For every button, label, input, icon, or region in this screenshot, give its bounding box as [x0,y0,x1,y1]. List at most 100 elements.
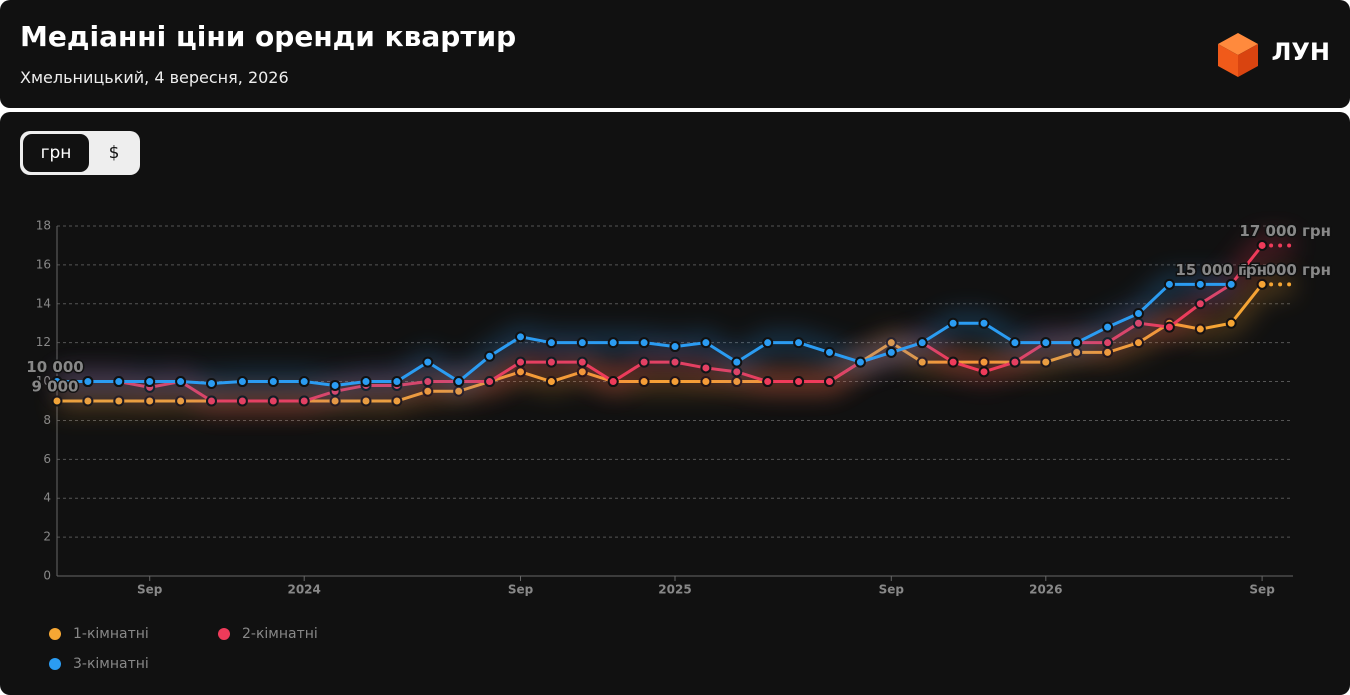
point [422,356,434,368]
point [422,376,434,388]
x-tick-label: Sep [1249,583,1275,597]
point [1040,356,1052,368]
point [1225,317,1237,329]
point [762,376,774,388]
y-tick-label: 0 [43,569,51,583]
point [1102,321,1114,333]
logo-icon [1218,33,1258,77]
point [236,376,248,388]
point [1256,239,1268,251]
legend-label: 1-кімнатні [73,626,149,642]
currency-toggle: грн $ [20,131,140,175]
point [947,317,959,329]
point [700,337,712,349]
legend-marker [49,628,61,640]
y-tick-label: 6 [43,452,51,466]
legend-marker [49,658,61,670]
point [82,395,94,407]
y-tick-label: 8 [43,413,51,427]
point [1163,278,1175,290]
toggle-uah[interactable]: грн [23,134,89,172]
title: Медіанні ціни оренди квартир [20,20,517,53]
value-label: 15 000 грн [1175,261,1267,279]
point [793,376,805,388]
x-tick-label: Sep [508,583,534,597]
point [885,346,897,358]
point [175,395,187,407]
y-tick-label: 12 [36,335,51,349]
point [113,395,125,407]
point [793,337,805,349]
value-label: 17 000 грн [1239,222,1331,240]
point [1133,337,1144,349]
point [1194,278,1206,290]
point [638,376,650,388]
point [576,337,588,349]
point [669,341,681,353]
y-tick-label: 2 [43,530,51,544]
point [978,366,990,378]
point [360,395,372,407]
point [978,317,990,329]
point [515,331,526,343]
point [484,350,496,362]
point [854,356,866,368]
point [175,376,187,388]
point [947,356,959,368]
legend-label: 2-кімнатні [242,626,318,642]
point [545,337,557,349]
point [916,337,928,349]
point [1071,337,1083,349]
point [298,376,310,388]
point [1163,321,1175,333]
header: Медіанні ціни оренди квартир Хмельницьки… [0,0,1350,108]
point [113,376,125,388]
point [638,356,650,368]
point [1225,278,1237,290]
legend-marker [218,628,230,640]
value-label: 10 000 [26,358,83,376]
toggle-usd[interactable]: $ [108,143,120,163]
x-tick-label: Sep [879,583,905,597]
value-label: 9 000 [32,378,79,396]
legend-label: 3-кімнатні [73,656,149,672]
point [236,395,248,407]
y-tick-label: 16 [36,257,51,271]
point [484,376,496,388]
y-tick-label: 18 [36,219,51,233]
y-tick-label: 10 [36,374,51,388]
point [391,395,403,407]
y-tick-label: 14 [36,296,51,310]
point [144,376,156,388]
point [824,346,835,358]
point [607,376,619,388]
point [731,356,743,368]
point [669,376,681,388]
point [51,395,63,407]
x-tick-label: 2025 [658,583,691,597]
point [206,395,217,407]
x-tick-label: 2024 [287,583,320,597]
point [329,379,341,391]
point [206,378,217,389]
point [267,376,279,388]
point [1009,337,1021,349]
point [267,395,279,407]
point [298,395,310,407]
value-label: 15 000 грн [1239,261,1331,279]
point [669,356,681,368]
point [1040,337,1052,349]
point [700,362,712,374]
point [1194,323,1206,335]
y-tick-label: 4 [43,491,51,505]
point [607,337,619,349]
point [391,376,403,388]
x-tick-label: Sep [137,583,163,597]
subtitle: Хмельницький, 4 вересня, 2026 [20,68,289,87]
point [453,376,465,388]
point [545,356,557,368]
point [515,356,526,368]
point [576,356,588,368]
